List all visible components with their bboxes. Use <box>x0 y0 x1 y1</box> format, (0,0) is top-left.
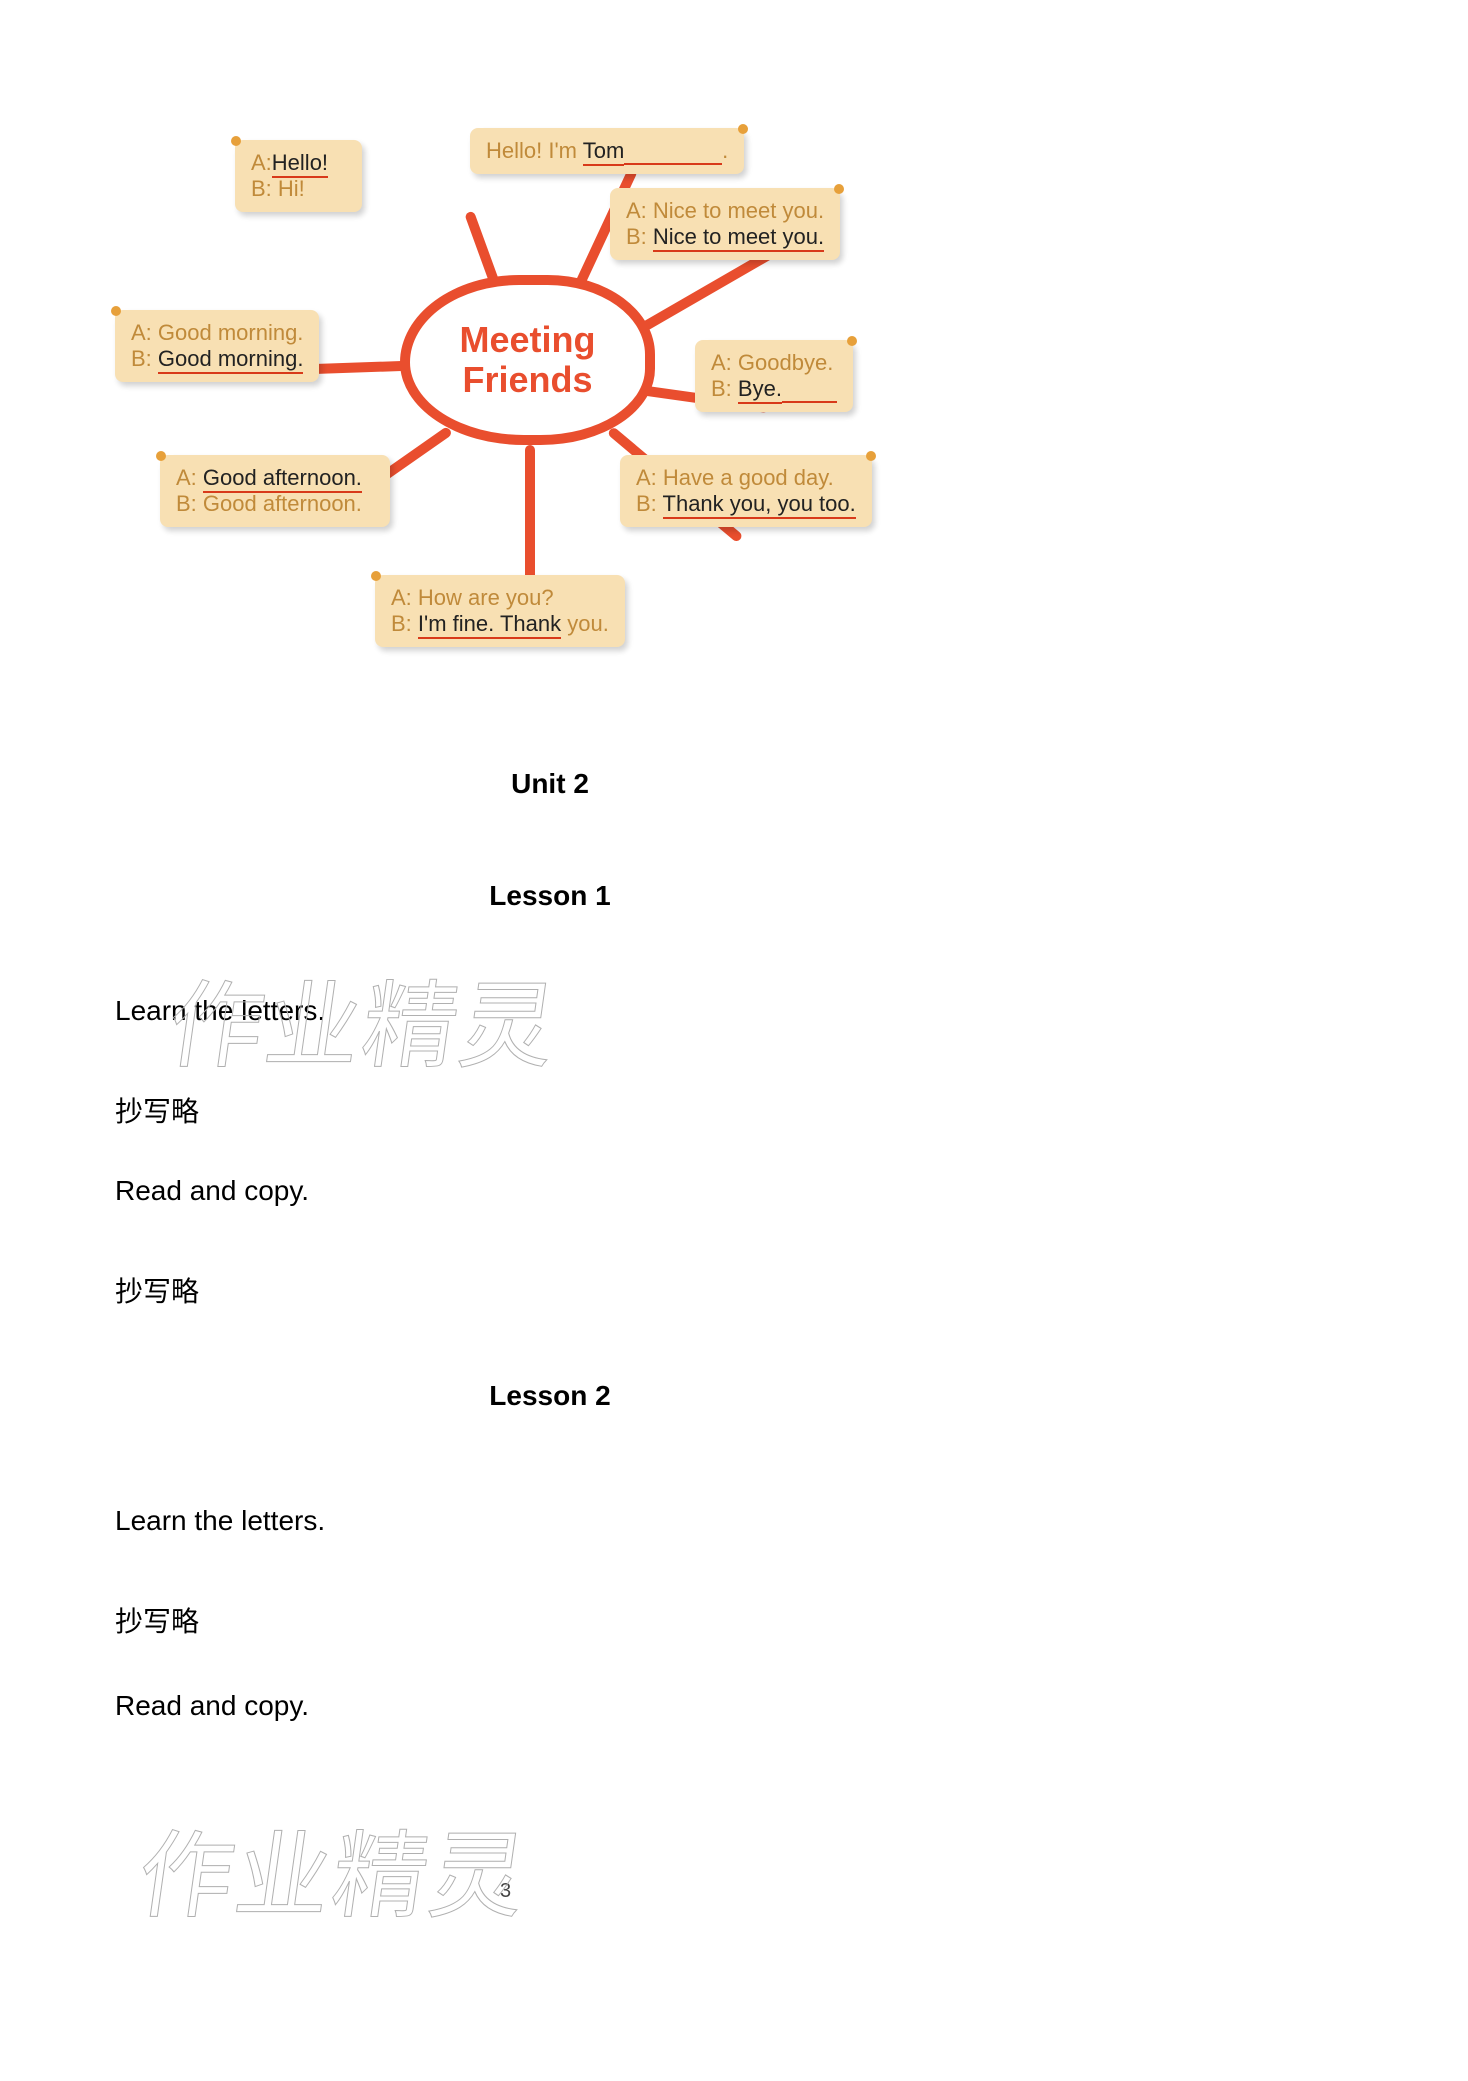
node-good-day: A: Have a good day. B: Thank you, you to… <box>620 455 872 527</box>
node-line: A: Nice to meet you. <box>626 198 824 224</box>
node-line: A: How are you? <box>391 585 609 611</box>
node-nice-meet: A: Nice to meet you. B: Nice to meet you… <box>610 188 840 260</box>
node-how-are-you: A: How are you? B: I'm fine. Thank you. <box>375 575 625 647</box>
node-line: B: Thank you, you too. <box>636 491 856 517</box>
copy-omit-2: 抄写略 <box>115 1270 199 1310</box>
watermark-2: 作业精灵 <box>130 1800 537 1937</box>
page-number: 3 <box>500 1880 511 1903</box>
node-line: B: Bye. <box>711 376 837 402</box>
node-line: A: Good afternoon. <box>176 465 374 491</box>
node-line: A: Good morning. <box>131 320 303 346</box>
lesson1-heading: Lesson 1 <box>0 880 1100 912</box>
node-line: B: Nice to meet you. <box>626 224 824 250</box>
mindmap-center: Meeting Friends <box>400 275 655 445</box>
node-line: A: Goodbye. <box>711 350 837 376</box>
read-copy-2: Read and copy. <box>115 1690 309 1722</box>
node-line: A:Hello! <box>251 150 346 176</box>
copy-omit-3: 抄写略 <box>115 1600 199 1640</box>
lesson2-heading: Lesson 2 <box>0 1380 1100 1412</box>
node-good-afternoon: A: Good afternoon. B: Good afternoon. <box>160 455 390 527</box>
node-line: B: Hi! <box>251 176 346 202</box>
learn-letters-1: Learn the letters. <box>115 995 325 1027</box>
node-im-tom: Hello! I'm Tom . <box>470 128 744 174</box>
unit-heading: Unit 2 <box>0 768 1100 800</box>
node-line: Hello! I'm Tom . <box>486 138 728 164</box>
center-title-1: Meeting <box>459 320 595 360</box>
node-hello: A:Hello! B: Hi! <box>235 140 362 212</box>
node-line: B: I'm fine. Thank you. <box>391 611 609 637</box>
node-line: B: Good afternoon. <box>176 491 374 517</box>
node-goodbye: A: Goodbye. B: Bye. <box>695 340 853 412</box>
mindmap-container: Meeting Friends A:Hello! B: Hi! Hello! I… <box>140 120 970 660</box>
node-good-morning: A: Good morning. B: Good morning. <box>115 310 319 382</box>
learn-letters-2: Learn the letters. <box>115 1505 325 1537</box>
read-copy-1: Read and copy. <box>115 1175 309 1207</box>
center-title-2: Friends <box>462 360 592 400</box>
node-line: A: Have a good day. <box>636 465 856 491</box>
node-line: B: Good morning. <box>131 346 303 372</box>
copy-omit-1: 抄写略 <box>115 1090 199 1130</box>
